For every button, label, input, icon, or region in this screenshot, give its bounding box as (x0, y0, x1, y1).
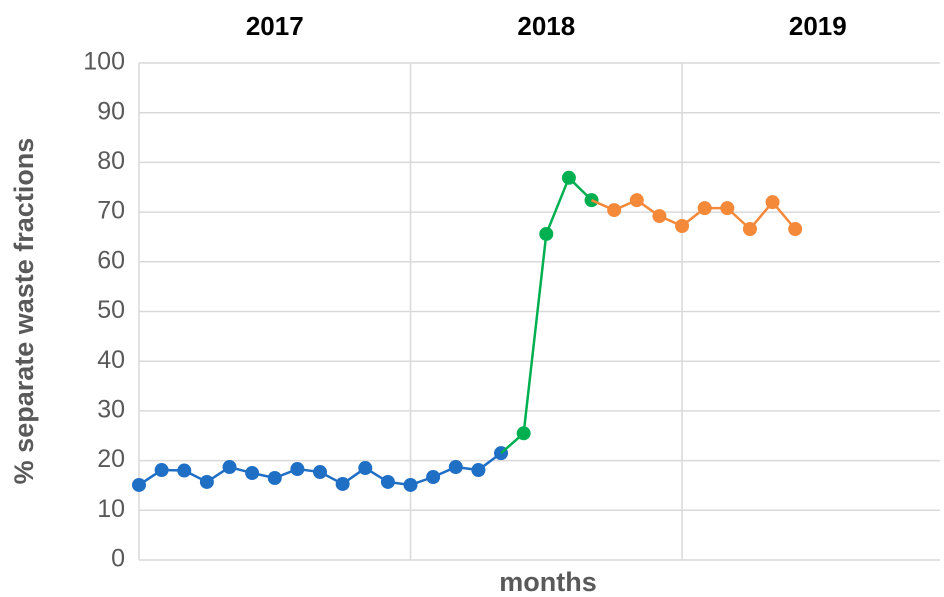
y-tick-label: 70 (97, 197, 125, 225)
data-point (652, 209, 667, 224)
y-axis-title: % separate waste fractions (9, 138, 39, 485)
y-tick-label: 80 (97, 147, 125, 175)
y-tick-label: 0 (111, 545, 125, 573)
data-point (720, 201, 735, 216)
data-point (629, 193, 644, 208)
data-point (290, 462, 305, 477)
y-tick-label: 20 (97, 445, 125, 473)
year-label: 2018 (517, 11, 575, 41)
data-point (132, 477, 146, 492)
y-tick-label: 60 (97, 246, 125, 274)
data-point (788, 221, 803, 236)
year-label: 2019 (789, 11, 847, 41)
x-axis-title: months (499, 567, 597, 597)
data-point (245, 466, 260, 481)
data-point (516, 426, 531, 441)
y-tick-label: 30 (97, 396, 125, 424)
data-point (154, 463, 169, 478)
data-point (607, 203, 622, 218)
data-point (742, 221, 757, 236)
data-point (403, 477, 418, 492)
y-tick-label: 90 (97, 97, 125, 125)
series-line (522, 175, 593, 434)
data-point (448, 460, 463, 475)
data-point (335, 476, 350, 491)
data-point (426, 470, 441, 485)
y-tick-label: 40 (97, 346, 125, 374)
data-point (267, 470, 282, 485)
y-tick-label: 10 (97, 495, 125, 523)
data-point (697, 201, 712, 216)
data-point (539, 226, 554, 241)
data-point (471, 463, 486, 478)
data-point (222, 460, 237, 475)
data-point (765, 195, 780, 210)
data-point (313, 465, 328, 480)
data-point (380, 474, 395, 489)
year-label: 2017 (246, 11, 304, 41)
data-point (675, 219, 690, 234)
data-point (199, 474, 214, 489)
data-point (561, 170, 576, 185)
data-point (177, 463, 192, 478)
data-point (358, 461, 373, 476)
y-tick-label: 100 (83, 48, 125, 76)
y-tick-label: 50 (97, 296, 125, 324)
